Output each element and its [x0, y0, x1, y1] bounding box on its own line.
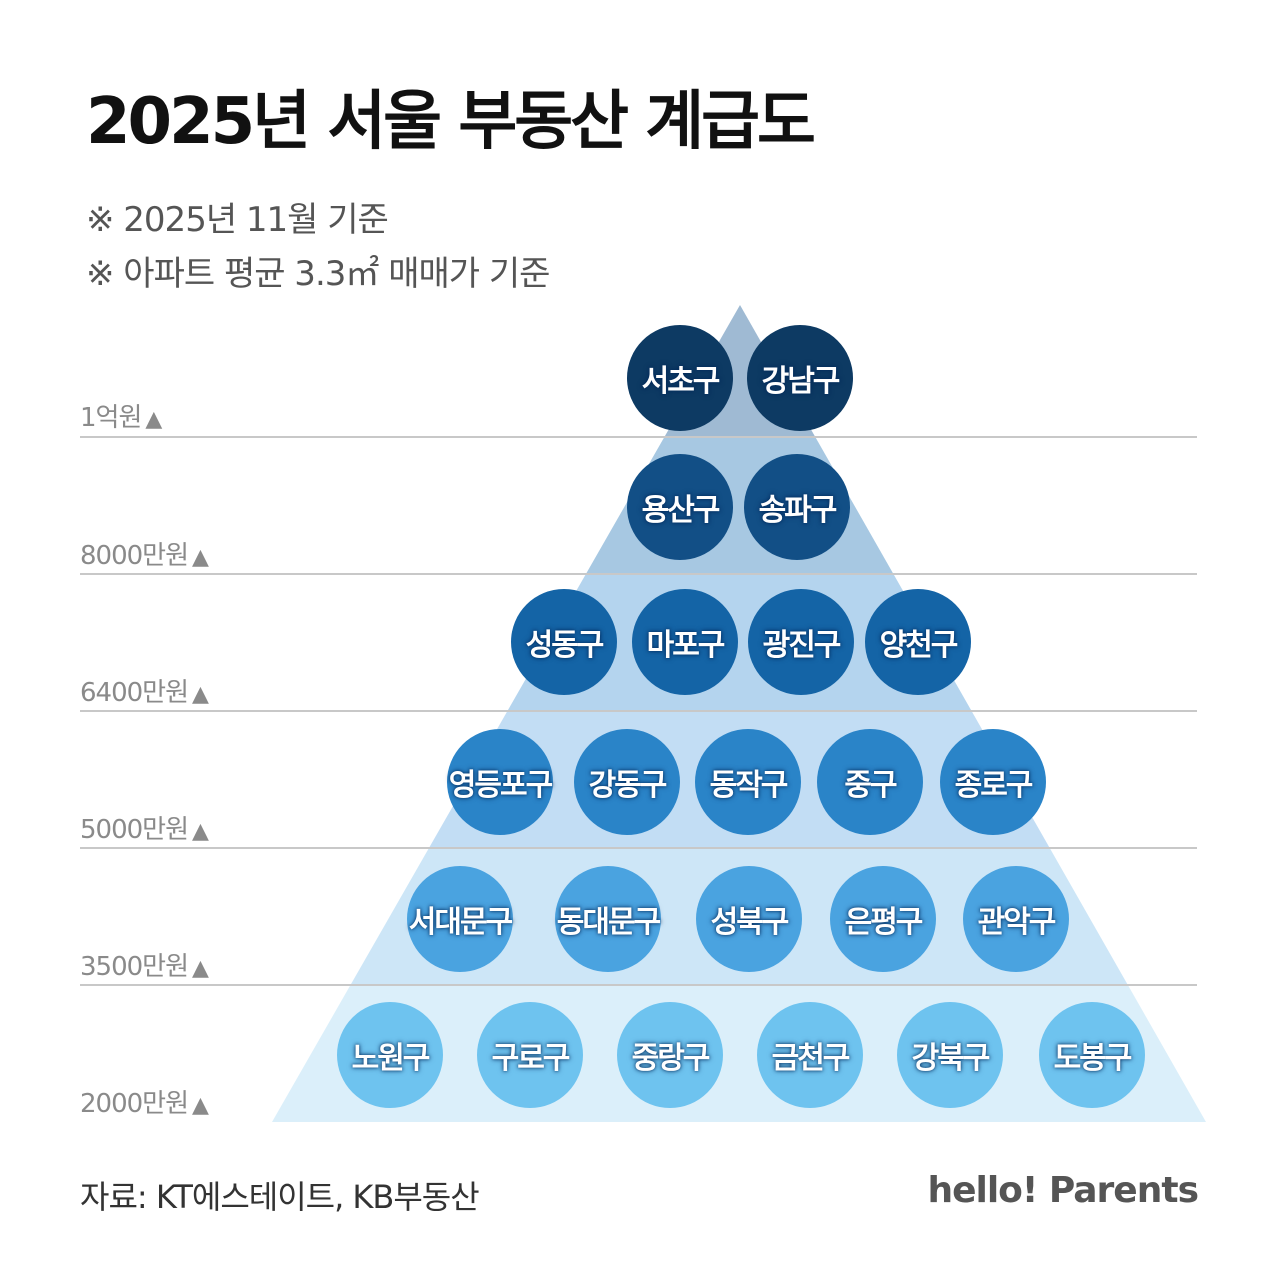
district-name: 관악구	[977, 905, 1057, 940]
district-circle: 노원구	[337, 1002, 443, 1108]
district-circle: 동작구	[695, 729, 801, 835]
up-triangle-icon: ▲	[192, 819, 209, 844]
district-circle: 중랑구	[617, 1002, 723, 1108]
district-name: 광진구	[762, 628, 842, 663]
district-name: 송파구	[758, 493, 838, 528]
district-name: 영등포구	[448, 768, 553, 803]
note-basis: ※ 아파트 평균 3.3㎡ 매매가 기준	[86, 254, 550, 294]
level-value: 5000만원	[80, 815, 189, 845]
district-circle: 도봉구	[1039, 1002, 1145, 1108]
level-value: 8000만원	[80, 541, 189, 571]
district-circle: 강남구	[747, 325, 853, 431]
level-label: 5000만원 ▲	[80, 809, 209, 846]
level-label: 8000만원 ▲	[80, 535, 209, 572]
level-label: 6400만원 ▲	[80, 672, 209, 709]
district-circle: 양천구	[865, 589, 971, 695]
level-value: 1억원	[80, 403, 142, 433]
district-name: 성동구	[525, 628, 605, 663]
level-label: 1억원 ▲	[80, 397, 162, 434]
level-value: 6400만원	[80, 678, 189, 708]
level-label: 3500만원 ▲	[80, 946, 209, 983]
district-name: 노원구	[351, 1041, 431, 1076]
district-name: 마포구	[646, 628, 726, 663]
district-name: 금천구	[771, 1041, 851, 1076]
district-circle: 광진구	[748, 589, 854, 695]
district-name: 동대문구	[556, 905, 661, 940]
page-title: 2025년 서울 부동산 계급도	[86, 85, 816, 159]
district-name: 강북구	[911, 1041, 991, 1076]
district-circle: 관악구	[963, 866, 1069, 972]
district-circle: 은평구	[830, 866, 936, 972]
district-circle: 종로구	[940, 729, 1046, 835]
district-name: 강남구	[761, 364, 841, 399]
district-circle: 강동구	[574, 729, 680, 835]
district-circle: 성동구	[511, 589, 617, 695]
district-circle: 서대문구	[407, 866, 513, 972]
district-circle: 영등포구	[447, 729, 553, 835]
district-circle: 금천구	[757, 1002, 863, 1108]
up-triangle-icon: ▲	[192, 1093, 209, 1118]
up-triangle-icon: ▲	[192, 682, 209, 707]
district-name: 서대문구	[408, 905, 513, 940]
district-circle: 성북구	[696, 866, 802, 972]
district-name: 강동구	[588, 768, 668, 803]
district-name: 성북구	[710, 905, 790, 940]
up-triangle-icon: ▲	[192, 545, 209, 570]
district-name: 종로구	[954, 768, 1034, 803]
district-circle: 용산구	[627, 454, 733, 560]
district-circle: 구로구	[477, 1002, 583, 1108]
district-circle: 마포구	[632, 589, 738, 695]
level-label: 2000만원 ▲	[80, 1083, 209, 1120]
source-note: 자료: KT에스테이트, KB부동산	[80, 1178, 480, 1216]
district-circle: 중구	[817, 729, 923, 835]
district-circle: 서초구	[627, 325, 733, 431]
district-name: 양천구	[879, 628, 959, 663]
district-name: 은평구	[844, 905, 924, 940]
district-name: 서초구	[641, 364, 721, 399]
pyramid-band	[507, 574, 972, 711]
district-name: 구로구	[491, 1041, 571, 1076]
level-value: 2000만원	[80, 1089, 189, 1119]
district-circle: 송파구	[744, 454, 850, 560]
district-name: 중구	[844, 768, 897, 803]
district-circle: 강북구	[897, 1002, 1003, 1108]
brand-logo: hello! Parents	[927, 1170, 1199, 1211]
district-circle: 동대문구	[555, 866, 661, 972]
district-name: 중랑구	[631, 1041, 711, 1076]
up-triangle-icon: ▲	[192, 956, 209, 981]
district-name: 용산구	[641, 493, 721, 528]
district-name: 도봉구	[1053, 1041, 1133, 1076]
up-triangle-icon: ▲	[145, 407, 162, 432]
district-name: 동작구	[709, 768, 789, 803]
level-value: 3500만원	[80, 952, 189, 982]
note-date: ※ 2025년 11월 기준	[86, 200, 389, 240]
